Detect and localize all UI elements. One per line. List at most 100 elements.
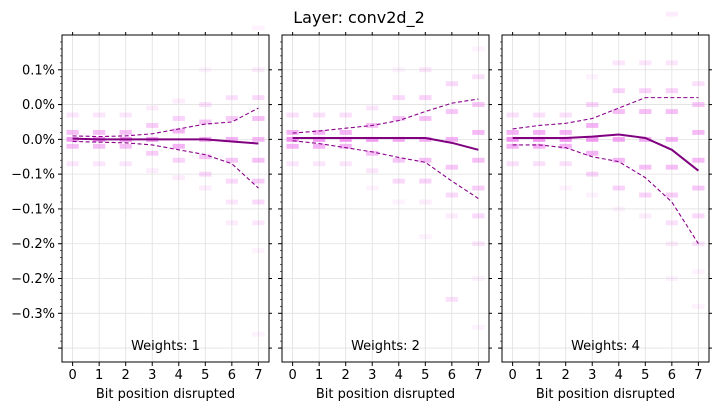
distribution-cell — [445, 213, 458, 219]
distribution-cell — [506, 129, 519, 135]
distribution-cell — [199, 171, 212, 177]
distribution-cell — [252, 220, 265, 226]
distribution-cell — [586, 102, 599, 108]
distribution-cell — [93, 129, 106, 135]
panel-annotation: Weights: 2 — [351, 339, 420, 354]
distribution-cell — [252, 136, 265, 142]
distribution-cell — [445, 136, 458, 142]
distribution-cell — [472, 213, 485, 219]
distribution-cell — [366, 150, 379, 156]
distribution-cell — [172, 143, 185, 149]
x-tick-label: 5 — [201, 368, 209, 383]
distribution-cell — [286, 161, 299, 167]
x-tick-label: 4 — [175, 368, 183, 383]
distribution-cell — [419, 116, 432, 121]
upper-spread-line — [512, 97, 699, 130]
distribution-cell — [445, 296, 458, 302]
distribution-cell — [472, 157, 485, 163]
distribution-cell — [252, 95, 265, 101]
x-tick-label: 4 — [395, 368, 403, 383]
distribution-cell — [225, 199, 238, 205]
distribution-cell — [119, 161, 132, 167]
distribution-cell — [172, 98, 185, 104]
lower-spread-line — [72, 140, 259, 189]
distribution-cell — [445, 81, 458, 87]
upper-spread-line — [72, 107, 259, 138]
distribution-cell — [93, 161, 106, 167]
distribution-cell — [199, 119, 212, 125]
distribution-cell — [692, 157, 705, 163]
distribution-cell — [392, 178, 405, 184]
y-tick-label: −0.1% — [11, 202, 55, 217]
distribution-cell — [419, 95, 432, 101]
distribution-cell — [286, 112, 299, 118]
distribution-cell — [313, 112, 326, 118]
distribution-cell — [339, 136, 352, 142]
distribution-cell — [472, 185, 485, 191]
distribution-cell — [559, 112, 572, 118]
y-tick-label: −0.3% — [11, 307, 55, 322]
distribution-cell — [472, 102, 485, 108]
distribution-cell — [119, 143, 132, 149]
distribution-cell — [612, 88, 625, 94]
y-tick-label: −0.2% — [11, 272, 55, 287]
upper-spread-line — [292, 98, 479, 134]
distribution-cell — [533, 136, 546, 142]
distribution-cell — [586, 136, 599, 142]
distribution-cell — [419, 199, 432, 205]
distribution-cell — [665, 164, 678, 170]
distribution-cell — [665, 11, 678, 17]
y-tick-label: 0.1% — [22, 63, 55, 78]
distribution-cell — [172, 157, 185, 163]
distribution-cell — [146, 150, 159, 156]
distribution-cell — [559, 129, 572, 135]
distribution-cell — [612, 157, 625, 163]
lower-spread-line — [512, 144, 699, 245]
distribution-cell — [692, 102, 705, 108]
distribution-cell — [612, 136, 625, 142]
distribution-cell — [66, 112, 79, 118]
distribution-cell — [665, 109, 678, 114]
lower-spread-line — [292, 140, 479, 199]
distribution-cell — [419, 157, 432, 163]
distribution-cell — [586, 150, 599, 156]
x-axis-label: Bit position disrupted — [536, 387, 675, 402]
panels: 0 1 2 3 4 5 6 7 0.1% 0.0% 0.0% −0.1% −0.1% −0.2% −0.2%… — [11, 11, 712, 402]
subplot-2: 0 1 2 3 4 5 6 7 Weights: 2 Bit position disrupted — [278, 32, 492, 402]
distribution-cell — [252, 25, 265, 31]
distribution-cell — [392, 157, 405, 163]
distribution-cell — [286, 129, 299, 135]
x-tick-label: 7 — [254, 368, 262, 383]
distribution-cell — [533, 129, 546, 135]
distribution-cell — [559, 143, 572, 149]
distribution-cell — [692, 303, 705, 309]
distribution-cell — [665, 136, 678, 142]
distribution-cell — [445, 164, 458, 170]
distribution-cell — [146, 168, 159, 174]
distribution-cell — [692, 213, 705, 219]
distribution-cell — [225, 95, 238, 101]
distribution-cell — [252, 199, 265, 205]
x-tick-label: 1 — [315, 368, 323, 383]
distribution-cell — [665, 88, 678, 94]
distribution-cell — [225, 220, 238, 226]
distribution-cell — [472, 74, 485, 80]
distribution-cell — [339, 143, 352, 149]
x-tick-label: 6 — [448, 368, 456, 383]
distribution-cell — [366, 168, 379, 174]
mean-line — [292, 136, 479, 151]
distribution-cell — [392, 67, 405, 73]
distribution-cell — [419, 178, 432, 184]
distribution-cell — [692, 269, 705, 274]
distribution-cell — [586, 192, 599, 198]
distribution-cell — [225, 116, 238, 121]
mean-line — [512, 133, 700, 172]
distribution-cell — [93, 112, 106, 118]
distribution-cell — [612, 109, 625, 114]
x-tick-label: 2 — [562, 368, 570, 383]
x-axis-label: Bit position disrupted — [96, 387, 235, 402]
distribution-cell — [199, 154, 212, 160]
distribution-cell — [559, 161, 572, 167]
distribution-cell — [339, 112, 352, 118]
